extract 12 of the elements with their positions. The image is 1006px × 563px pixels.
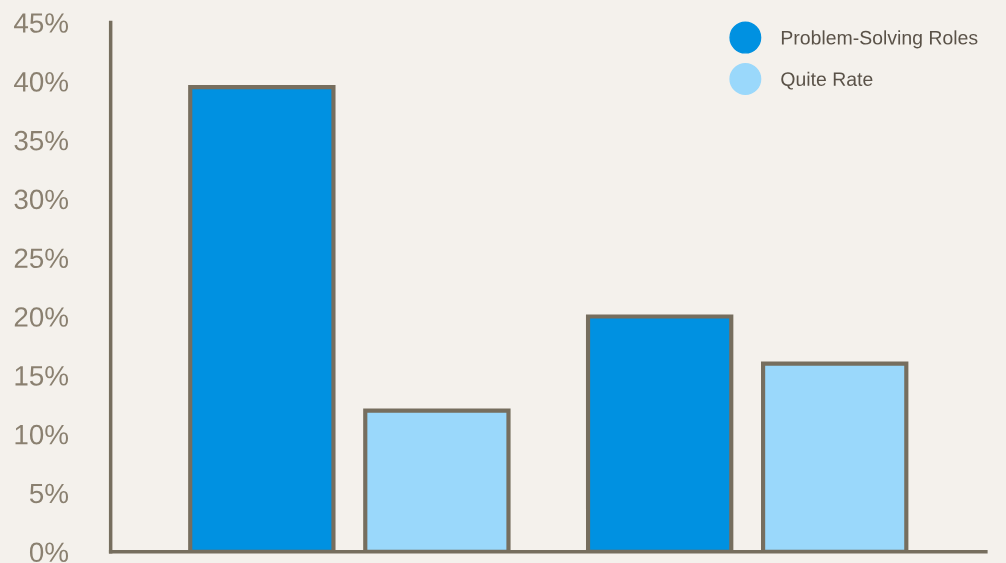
y-tick-label: 15% — [15, 366, 69, 386]
y-tick-label: 0% — [29, 542, 69, 563]
y-tick-label: 40% — [14, 71, 69, 92]
y-tick-label: 45% — [14, 13, 69, 33]
y-tick-label: 35% — [14, 130, 69, 151]
y-tick-label: 10% — [15, 424, 69, 445]
y-tick-label: 20% — [14, 307, 69, 327]
y-tick-label: 25% — [14, 248, 69, 269]
y-tick-label: 30% — [14, 189, 69, 210]
y-tick-label: 5% — [29, 483, 69, 504]
legend-label: Problem-Solving Roles — [781, 30, 978, 49]
legend-label: Quite Rate — [781, 71, 873, 90]
